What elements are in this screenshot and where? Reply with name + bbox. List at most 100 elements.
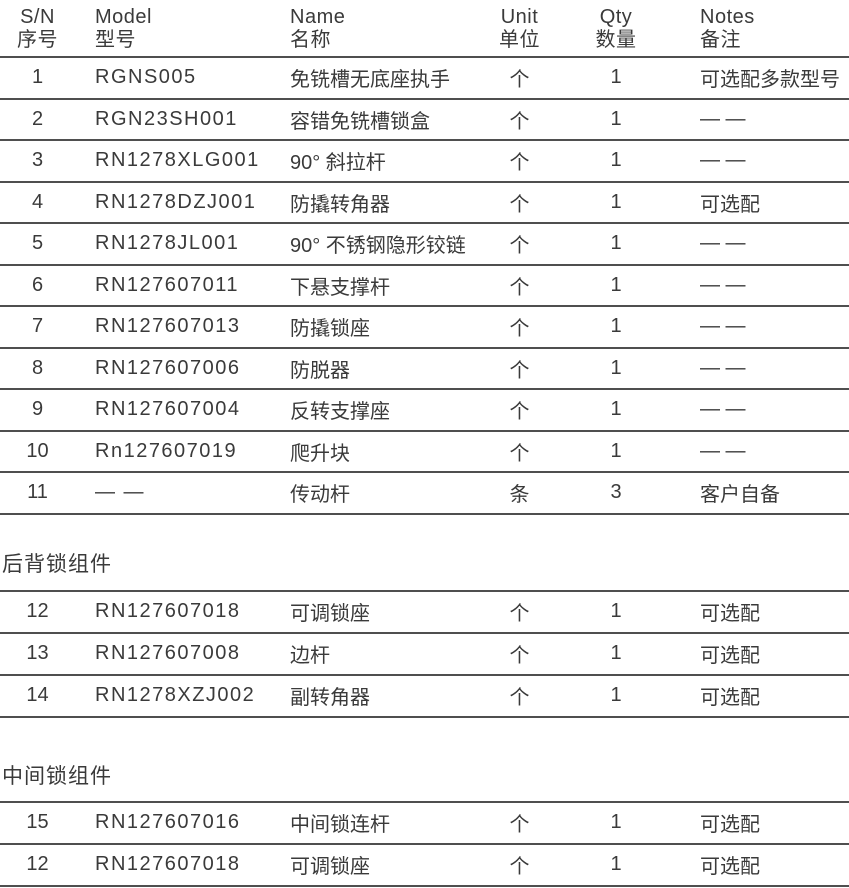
cell-name: 防撬转角器 [290,193,390,216]
cell-name: 爬升块 [290,442,350,465]
cell-unit: 个 [509,69,530,92]
cell-qty: 1 [610,600,622,622]
table-row: 7 RN127607013 防撬锁座 个 1 — — [0,307,849,349]
cell-unit: 个 [509,235,530,258]
table-row: 15 RN127607016 中间锁连杆 个 1 可选配 [0,803,849,845]
cell-unit: 条 [509,484,530,507]
cell-unit: 个 [509,276,530,299]
cell-unit: 个 [509,193,530,216]
table-row: 5 RN1278JL001 90° 不锈钢隐形铰链 个 1 — — [0,224,849,266]
cell-notes: — — [700,232,746,255]
header-label-en: Model [95,6,152,28]
cell-unit: 个 [509,318,530,341]
cell-model: RN127607018 [95,853,241,875]
cell-name: 防撬锁座 [290,318,370,341]
cell-unit: 个 [509,687,530,709]
cell-unit: 个 [509,603,530,625]
cell-unit: 个 [509,359,530,382]
cell-sn: 9 [31,398,44,421]
cell-notes: 可选配 [700,645,760,667]
header-label-zh: 数量 [595,29,637,51]
cell-notes: 可选配 [700,814,760,836]
cell-unit: 个 [509,110,530,133]
cell-sn: 7 [31,315,44,338]
cell-name: 中间锁连杆 [290,814,390,836]
cell-sn: 14 [26,684,49,706]
cell-notes: — — [700,315,746,338]
table-rear-back-lock: 12 RN127607018 可调锁座个 1 可选配 13 RN127607008 边杆个 1 可… [0,589,849,718]
cell-model: RGNS005 [95,66,197,89]
cell-notes: 客户自备 [700,484,780,507]
cell-qty: 1 [610,149,622,172]
cell-name: 90° 斜拉杆 [290,152,386,175]
header-label-en: Qty [599,6,633,28]
cell-name: 免铣槽无底座执手 [290,69,450,92]
cell-name: 下悬支撑杆 [290,276,390,299]
cell-sn: 6 [31,273,44,296]
cell-qty: 1 [610,356,622,379]
header-label-en: Name [290,6,346,28]
cell-qty: 1 [610,315,622,338]
cell-qty: 1 [610,190,622,213]
cell-model: RN1278DZJ001 [95,190,257,213]
cell-notes: 可选配 [700,603,760,625]
cell-notes: — — [700,439,746,462]
header-label-zh: 备注 [700,29,741,51]
cell-sn: 11 [27,481,48,504]
cell-model: RN127607006 [95,356,241,379]
header-label-zh: 单位 [499,29,540,51]
cell-notes: — — [700,107,746,130]
header-label-en: Notes [700,6,755,28]
table-row: 8 RN127607006 防脱器 个 1 — — [0,349,849,390]
table-row: 14 RN1278XZJ002 副转角器 个 1 可选配 [0,676,849,718]
cell-qty: 1 [610,107,622,130]
header-label-zh: 型号 [95,29,136,51]
table-row: 9 RN127607004 反转支撑座 个 1 — — [0,390,849,432]
table-row: 1 RGNS005 免铣槽无底座执手 个 1 可选配多款型号 [0,58,849,100]
cell-sn: 13 [26,642,49,664]
cell-unit: 个 [509,442,530,465]
cell-name: 容错免铣槽锁盒 [290,110,430,133]
cell-notes: — — [700,398,746,421]
table-row: 11 — — 传动杆 条 3 客户自备 [0,473,849,515]
cell-model: RN1278XZJ002 [95,684,256,706]
cell-model: RN127607011 [95,273,240,296]
section-heading-rear-back-lock: 后背锁组件 [0,515,849,590]
cell-unit: 个 [509,814,530,836]
header-cell-name: Name 名称 [270,0,477,56]
cell-model: RN127607018 [95,600,241,622]
section-heading-middle-lock: 中间锁组件 [0,718,849,801]
header-label-en: S/N [20,6,55,28]
cell-notes: 可选配 [700,193,760,216]
cell-model: RN127607008 [95,642,241,664]
cell-notes: — — [700,356,746,379]
cell-unit: 个 [509,401,530,424]
table-header-row: S/N 序号 Model 型号 Name 名称 Unit 单位 Qty 数量 N… [0,0,849,58]
table-row: 12 RN127607018 可调锁座 个 1 可选配 [0,845,849,887]
cell-qty: 1 [610,66,622,89]
cell-qty: 1 [610,398,622,421]
table-row: 10 Rn127607019 爬升块 个 1 — — [0,432,849,473]
cell-name: 反转支撑座 [290,401,390,424]
cell-model: Rn127607019 [95,439,238,462]
cell-name: 传动杆 [290,484,350,507]
cell-name: 副转角器 [290,687,370,709]
cell-qty: 1 [610,811,622,833]
table-row: 2 RGN23SH001 容错免铣槽锁盒 个 1 — — [0,100,849,141]
cell-qty: 1 [610,273,622,296]
table-row: 3 RN1278XLG001 90° 斜拉杆 个 1 — — [0,141,849,183]
cell-notes: 可选配 [700,687,760,709]
cell-qty: 1 [610,684,622,706]
cell-qty: 1 [610,439,622,462]
header-label-zh: 名称 [290,29,331,51]
cell-sn: 12 [26,853,49,875]
cell-name: 90° 不锈钢隐形铰链 [290,235,466,258]
cell-sn: 10 [26,439,49,462]
table-row: 6 RN127607011 下悬支撑杆 个 1 — — [0,266,849,307]
cell-model: RN1278XLG001 [95,149,260,172]
cell-sn: 1 [31,66,44,89]
cell-notes: — — [700,149,746,172]
cell-sn: 15 [26,811,49,833]
cell-name: 防脱器 [290,359,350,382]
